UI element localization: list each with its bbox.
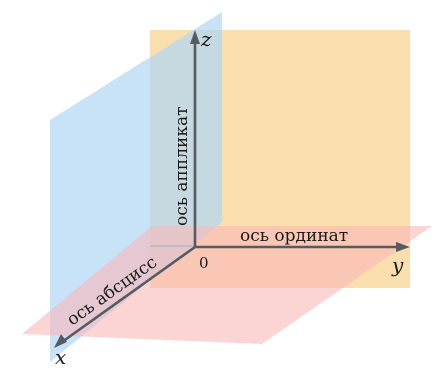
x-axis-arrowhead [54, 334, 67, 348]
y-axis-letter: y [391, 253, 404, 277]
plane-xy [22, 226, 432, 344]
x-axis-letter: x [55, 345, 66, 369]
origin-label: 0 [199, 254, 209, 272]
z-axis-letter: z [200, 27, 212, 51]
x-axis-line [61, 245, 196, 344]
z-axis-arrowhead [190, 30, 200, 44]
z-axis-name: ось аппликат [172, 106, 192, 226]
y-axis-name: ось ординат [240, 226, 348, 246]
y-axis-arrowhead [396, 242, 410, 252]
plane-xz [50, 12, 222, 362]
